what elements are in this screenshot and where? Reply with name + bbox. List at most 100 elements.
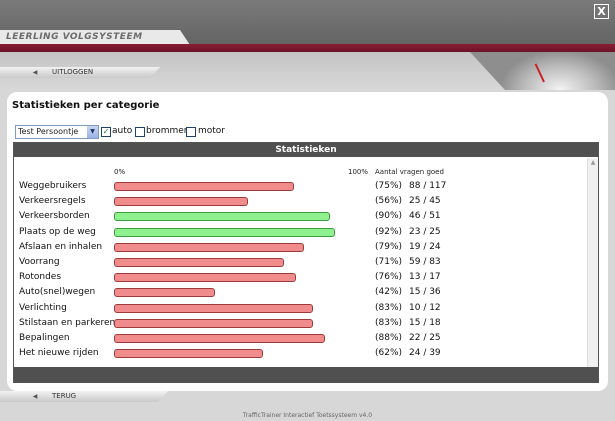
- score-label: 15 / 18: [409, 317, 441, 328]
- progress-bar: [114, 197, 249, 207]
- checkbox-motor[interactable]: [186, 127, 196, 137]
- person-select-value: Test Persoontje: [18, 127, 79, 136]
- progress-track: [114, 288, 354, 298]
- progress-bar: [114, 349, 263, 359]
- percent-label: (88%): [375, 333, 403, 343]
- progress-track: [114, 197, 354, 207]
- app-logo: LEERLING VOLGSYSTEEM: [6, 32, 143, 42]
- percent-label: (79%): [375, 241, 403, 252]
- category-name: Auto(snel)wegen: [19, 287, 96, 298]
- progress-track: [114, 242, 354, 252]
- checkbox-auto-label: auto: [112, 126, 133, 136]
- statistics-header: Statistieken: [14, 143, 598, 157]
- progress-bar: [114, 318, 314, 328]
- progress-bar: [114, 182, 294, 191]
- axis-end-label: 100%: [348, 168, 369, 176]
- score-label: 15 / 36: [409, 287, 441, 298]
- progress-track: [114, 258, 354, 267]
- back-button[interactable]: ◀ TERUG: [0, 391, 168, 402]
- percent-label: (76%): [375, 272, 403, 283]
- category-name: Stilstaan en parkeren: [19, 317, 116, 328]
- logout-label: UITLOGGEN: [52, 68, 94, 76]
- percent-label: (92%): [375, 226, 403, 237]
- checkbox-brommer[interactable]: [135, 127, 145, 137]
- table-row: Bepalingen (88%) 22 / 25: [14, 331, 584, 346]
- category-name: Het nieuwe rijden: [19, 348, 99, 359]
- score-label: 25 / 45: [409, 196, 441, 207]
- back-label: TERUG: [52, 392, 77, 400]
- percent-label: (71%): [375, 257, 403, 267]
- table-row: Verkeersregels (56%) 25 / 45: [14, 194, 584, 209]
- percent-label: (62%): [375, 348, 403, 359]
- table-row: Weggebruikers (75%) 88 / 117: [14, 179, 584, 194]
- scroll-up-icon[interactable]: ▲: [590, 159, 596, 166]
- answers-header: Aantal vragen goed: [375, 168, 444, 176]
- category-name: Plaats op de weg: [19, 226, 96, 237]
- accent-bar: [0, 44, 615, 52]
- score-label: 10 / 12: [409, 302, 441, 313]
- progress-track: [114, 212, 354, 222]
- score-label: 24 / 39: [409, 348, 441, 359]
- logout-button[interactable]: ◀ UITLOGGEN: [0, 67, 160, 78]
- statistics-footer: [14, 367, 598, 382]
- chevron-left-icon: ◀: [32, 69, 38, 76]
- close-button[interactable]: X: [594, 4, 609, 19]
- table-row: Voorrang (71%) 59 / 83: [14, 255, 584, 270]
- score-label: 46 / 51: [409, 211, 441, 222]
- checkbox-brommer-label: brommer: [146, 126, 188, 136]
- percent-label: (90%): [375, 211, 403, 222]
- category-name: Weggebruikers: [19, 181, 87, 191]
- person-select[interactable]: Test Persoontje ▼: [15, 125, 99, 139]
- progress-track: [114, 334, 354, 343]
- progress-track: [114, 273, 354, 283]
- category-name: Voorrang: [19, 257, 60, 267]
- chevron-left-icon: ◀: [32, 393, 38, 400]
- percent-label: (75%): [375, 181, 403, 191]
- progress-track: [114, 227, 354, 237]
- scrollbar[interactable]: ▲: [587, 158, 598, 367]
- statistics-table: Statistieken ▲ 0% 100% Aantal vragen goe…: [13, 142, 599, 383]
- axis-start-label: 0%: [114, 168, 126, 176]
- score-label: 19 / 24: [409, 241, 441, 252]
- score-label: 88 / 117: [409, 181, 447, 191]
- category-name: Bepalingen: [19, 333, 70, 343]
- checkbox-motor-label: motor: [198, 126, 226, 136]
- category-name: Verlichting: [19, 302, 67, 313]
- progress-track: [114, 318, 354, 328]
- table-row: Het nieuwe rijden (62%) 24 / 39: [14, 346, 584, 361]
- percent-label: (83%): [375, 302, 403, 313]
- progress-bar: [114, 258, 285, 267]
- percent-label: (42%): [375, 287, 403, 298]
- score-label: 22 / 25: [409, 333, 441, 343]
- progress-bar: [114, 303, 314, 313]
- score-label: 59 / 83: [409, 257, 441, 267]
- category-name: Verkeersregels: [19, 196, 86, 207]
- category-name: Verkeersborden: [19, 211, 90, 222]
- table-row: Stilstaan en parkeren (83%) 15 / 18: [14, 316, 584, 331]
- table-row: Verlichting (83%) 10 / 12: [14, 301, 584, 316]
- page-title: Statistieken per categorie: [12, 100, 160, 111]
- progress-bar: [114, 334, 326, 343]
- table-row: Auto(snel)wegen (42%) 15 / 36: [14, 285, 584, 300]
- progress-bar: [114, 212, 330, 222]
- progress-track: [114, 182, 354, 191]
- progress-bar: [114, 242, 304, 252]
- percent-label: (56%): [375, 196, 403, 207]
- progress-bar: [114, 227, 335, 237]
- checkbox-auto[interactable]: ✓: [101, 127, 111, 137]
- percent-label: (83%): [375, 317, 403, 328]
- category-name: Rotondes: [19, 272, 62, 283]
- table-row: Afslaan en inhalen (79%) 19 / 24: [14, 240, 584, 255]
- table-row: Verkeersborden (90%) 46 / 51: [14, 209, 584, 224]
- chevron-down-icon: ▼: [87, 126, 98, 138]
- score-label: 23 / 25: [409, 226, 441, 237]
- table-row: Rotondes (76%) 13 / 17: [14, 270, 584, 285]
- score-label: 13 / 17: [409, 272, 441, 283]
- footer-version: TrafficTrainer Interactief Toetssysteem …: [242, 412, 373, 419]
- check-icon: ✓: [102, 127, 110, 136]
- progress-bar: [114, 273, 297, 283]
- table-row: Plaats op de weg (92%) 23 / 25: [14, 225, 584, 240]
- progress-track: [114, 303, 354, 313]
- progress-bar: [114, 288, 215, 298]
- category-name: Afslaan en inhalen: [19, 241, 103, 252]
